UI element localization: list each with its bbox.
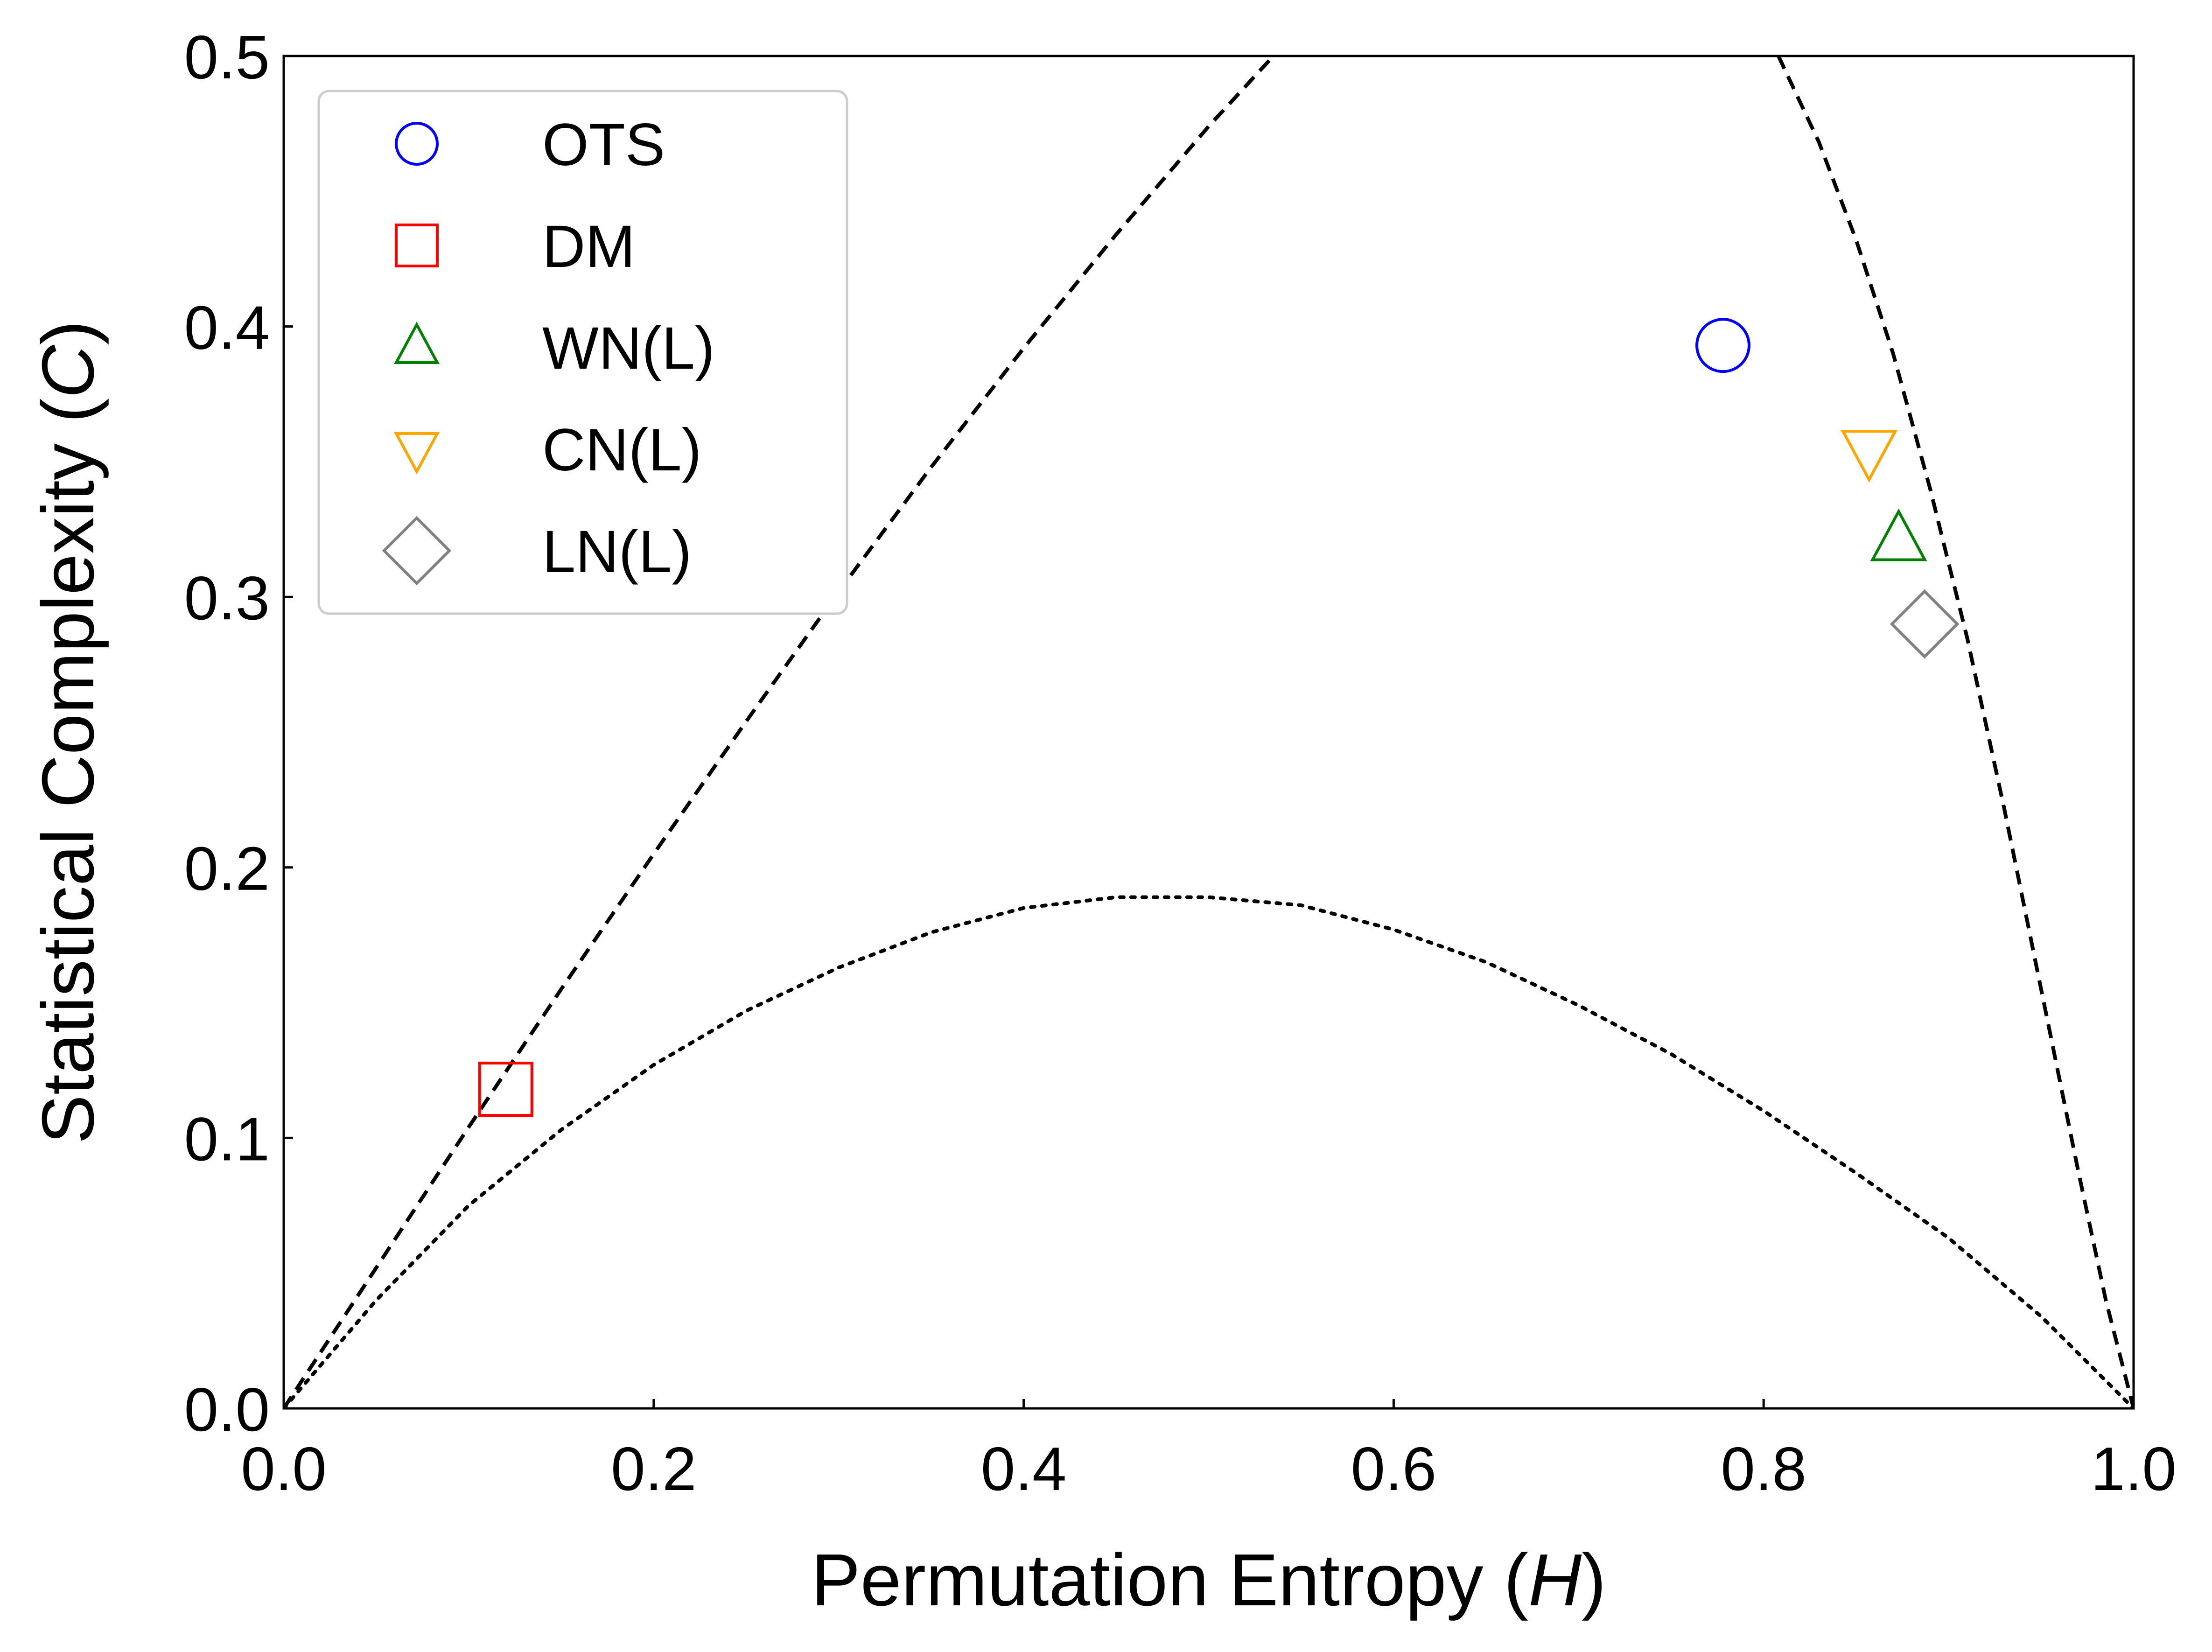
x-axis-title: Permutation Entropy (H) [811, 1539, 1606, 1621]
x-tick-label: 0.4 [981, 1435, 1067, 1503]
legend-label-cn-l: CN(L) [542, 417, 701, 483]
legend-label-wn-l: WN(L) [542, 315, 715, 382]
marker-ln-l [1890, 589, 1960, 659]
y-tick-label: 0.0 [184, 1375, 270, 1444]
legend-marker-cn-l [393, 432, 440, 475]
axis-ticks: 0.0 0.2 0.4 0.6 0.8 1.0 0.0 0.1 0.2 0.3 0.4 0.5 [184, 23, 2177, 1503]
y-tick-label: 0.2 [184, 834, 270, 903]
legend-marker-wn-l [393, 322, 440, 364]
y-tick-label: 0.1 [184, 1105, 270, 1173]
y-tick-label: 0.3 [184, 564, 270, 632]
legend-marker-ln-l [382, 516, 452, 586]
dashed-boundary-curve-1 [1777, 56, 2134, 1408]
plot-area-frame [282, 55, 2135, 1410]
x-tick-label: 0.8 [1721, 1435, 1806, 1503]
x-tick-label: 1.0 [2091, 1435, 2177, 1503]
legend-label-dm: DM [542, 213, 635, 280]
legend-marker-dm [395, 224, 439, 267]
legend-marker-ots [395, 122, 439, 166]
marker-wn-l [1870, 508, 1927, 561]
dotted-boundary-curve-2 [284, 895, 2134, 1408]
x-tick-label: 0.2 [611, 1435, 697, 1503]
x-tick-label: 0.0 [241, 1435, 327, 1503]
marker-dm [478, 1062, 533, 1117]
dashed-boundary-curve-0 [284, 56, 1275, 1408]
y-tick-label: 0.4 [184, 294, 270, 362]
marker-cn-l [1841, 430, 1898, 483]
legend: OTS DM WN(L) CN(L) LN(L) [317, 90, 848, 615]
boundary-curves [284, 56, 2134, 1408]
data-markers [478, 318, 1960, 1117]
x-tick-label: 0.6 [1351, 1435, 1437, 1503]
legend-box [317, 90, 848, 615]
y-tick-label: 0.5 [184, 23, 270, 91]
legend-label-ln-l: LN(L) [542, 518, 692, 585]
marker-ots [1695, 318, 1750, 373]
y-axis-title: Statistical Complexity (C) [27, 321, 109, 1144]
legend-label-ots: OTS [542, 112, 665, 178]
